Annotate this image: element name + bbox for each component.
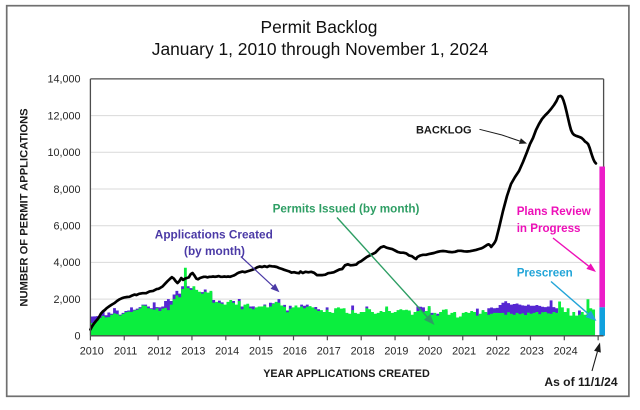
svg-text:0: 0 <box>74 331 80 343</box>
svg-text:As of 11/1/24: As of 11/1/24 <box>544 375 618 389</box>
svg-text:2019: 2019 <box>384 346 408 358</box>
svg-text:Prescreen: Prescreen <box>517 267 573 280</box>
svg-text:14,000: 14,000 <box>47 74 80 86</box>
svg-text:2014: 2014 <box>215 346 239 358</box>
svg-text:2,000: 2,000 <box>53 294 80 306</box>
svg-text:January 1, 2010 through Novemb: January 1, 2010 through November 1, 2024 <box>152 39 489 59</box>
svg-text:4,000: 4,000 <box>53 257 80 269</box>
svg-text:6,000: 6,000 <box>53 221 80 233</box>
svg-text:Permits Issued (by month): Permits Issued (by month) <box>273 203 420 216</box>
svg-text:2010: 2010 <box>80 346 104 358</box>
svg-text:2021: 2021 <box>452 346 476 358</box>
svg-text:8,000: 8,000 <box>53 184 80 196</box>
svg-text:2020: 2020 <box>418 346 442 358</box>
svg-text:2015: 2015 <box>249 346 273 358</box>
svg-text:Permit Backlog: Permit Backlog <box>261 17 378 37</box>
svg-text:(by month): (by month) <box>184 244 245 258</box>
svg-text:2016: 2016 <box>283 346 307 358</box>
svg-text:10,000: 10,000 <box>47 147 80 159</box>
svg-text:2023: 2023 <box>520 346 544 358</box>
svg-text:Plans Review: Plans Review <box>517 205 592 218</box>
svg-text:2018: 2018 <box>351 346 375 358</box>
svg-text:YEAR APPLICATIONS CREATED: YEAR APPLICATIONS CREATED <box>263 368 430 380</box>
svg-text:in Progress: in Progress <box>517 222 581 235</box>
svg-text:BACKLOG: BACKLOG <box>416 125 472 137</box>
svg-text:2012: 2012 <box>147 346 171 358</box>
svg-text:2011: 2011 <box>114 346 137 358</box>
svg-text:2013: 2013 <box>181 346 205 358</box>
svg-text:2022: 2022 <box>486 346 510 358</box>
svg-text:2017: 2017 <box>317 346 341 358</box>
svg-text:2024: 2024 <box>554 346 578 358</box>
svg-text:12,000: 12,000 <box>47 110 80 122</box>
svg-text:NUMBER OF PERMIT APPLICATIONS: NUMBER OF PERMIT APPLICATIONS <box>19 108 31 307</box>
svg-text:Applications Created: Applications Created <box>155 228 273 242</box>
